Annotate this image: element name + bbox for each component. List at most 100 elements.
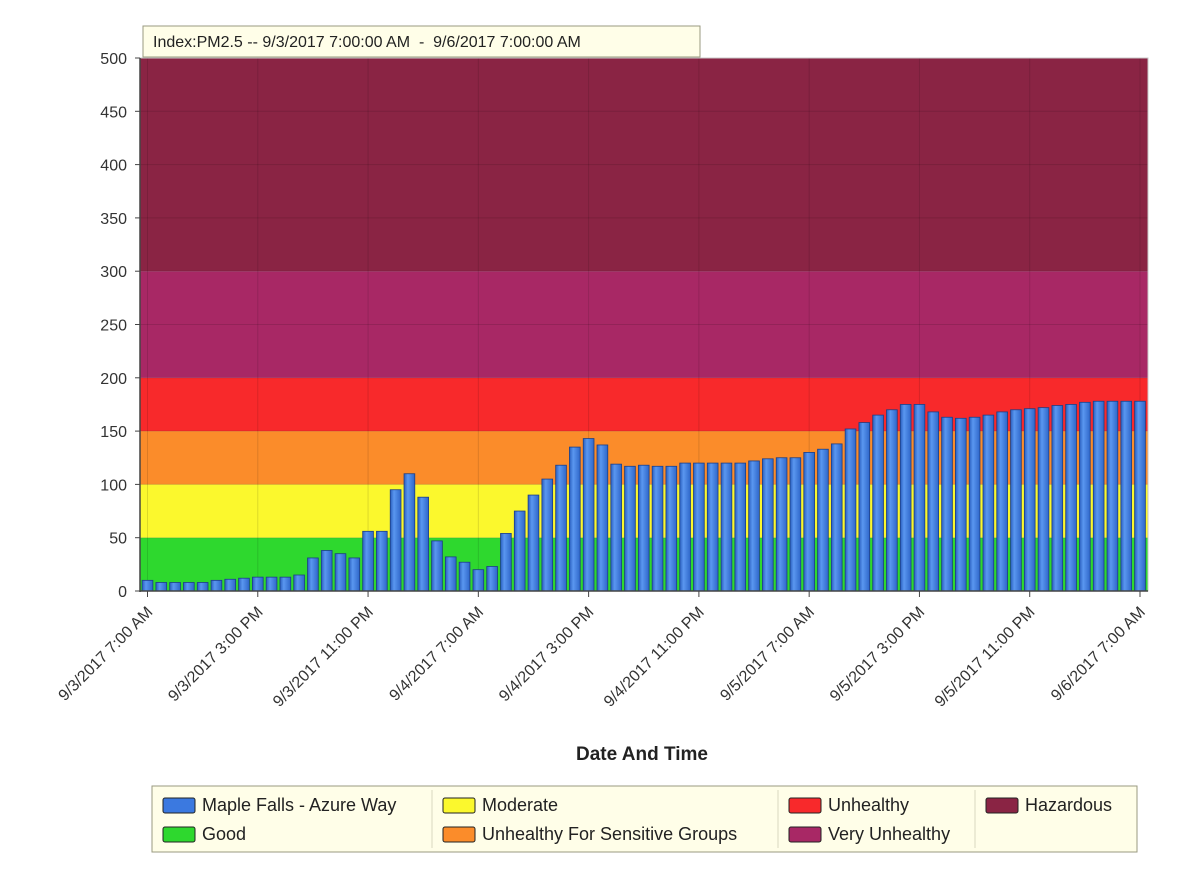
- y-tick-label: 100: [100, 477, 127, 494]
- bar: [279, 576, 292, 592]
- bar: [431, 540, 443, 592]
- bar: [844, 428, 857, 592]
- bar: [500, 533, 512, 592]
- legend-label: Maple Falls - Azure Way: [202, 795, 396, 815]
- x-tick-label: 9/5/2017 7:00 AM: [717, 604, 818, 705]
- bar: [555, 464, 567, 592]
- y-tick-label: 350: [100, 211, 127, 228]
- bar: [334, 553, 347, 592]
- bar: [693, 462, 705, 592]
- bar: [1023, 408, 1036, 592]
- y-tick-label: 450: [100, 104, 127, 121]
- bar: [348, 557, 361, 592]
- bar: [968, 416, 981, 592]
- y-tick-label: 0: [118, 584, 127, 601]
- legend-label: Very Unhealthy: [828, 824, 950, 844]
- bar: [376, 530, 388, 592]
- bar: [858, 422, 871, 592]
- y-tick-label: 400: [100, 158, 127, 175]
- bar: [458, 561, 471, 592]
- legend-label: Good: [202, 824, 246, 844]
- bar: [307, 557, 319, 592]
- x-tick-label: 9/5/2017 3:00 PM: [827, 604, 928, 705]
- bar: [541, 478, 554, 592]
- bar: [872, 414, 884, 592]
- y-tick-label: 150: [100, 424, 127, 441]
- bar: [472, 569, 485, 592]
- bar: [1010, 409, 1022, 592]
- bar: [982, 414, 995, 592]
- bar: [389, 489, 402, 592]
- legend-swatch: [162, 826, 196, 843]
- bar: [748, 460, 760, 592]
- bar: [941, 416, 953, 592]
- legend-swatch: [442, 797, 476, 814]
- x-tick-label: 9/3/2017 7:00 AM: [56, 604, 157, 705]
- bar: [706, 462, 719, 592]
- bar: [637, 464, 650, 592]
- legend-swatch: [442, 826, 476, 843]
- bar: [775, 457, 788, 592]
- bar: [362, 530, 374, 592]
- x-tick-label: 9/4/2017 3:00 PM: [496, 604, 597, 705]
- y-tick-label: 200: [100, 371, 127, 388]
- bar: [665, 465, 678, 592]
- bar: [1092, 400, 1105, 592]
- bar: [651, 465, 664, 592]
- chart-title: Index:PM2.5 -- 9/3/2017 7:00:00 AM - 9/6…: [153, 34, 581, 51]
- bars: [141, 400, 1146, 592]
- y-tick-label: 500: [100, 51, 127, 68]
- band-very-unhealthy: [140, 271, 1148, 378]
- x-tick-label: 9/4/2017 7:00 AM: [386, 604, 487, 705]
- x-tick-label: 9/4/2017 11:00 PM: [601, 604, 708, 711]
- bar: [596, 444, 609, 592]
- bar: [224, 578, 236, 592]
- bar: [403, 473, 416, 592]
- bar: [899, 404, 912, 592]
- bar: [1120, 400, 1132, 592]
- bar: [817, 448, 829, 592]
- bar: [789, 457, 802, 592]
- bar: [252, 576, 264, 592]
- bar: [210, 579, 223, 592]
- y-tick-label: 250: [100, 318, 127, 335]
- x-tick-label: 9/6/2017 7:00 AM: [1048, 604, 1149, 705]
- legend-label: Unhealthy For Sensitive Groups: [482, 824, 737, 844]
- bar: [417, 496, 429, 592]
- bar: [1134, 400, 1146, 592]
- x-tick-label: 9/5/2017 11:00 PM: [932, 604, 1039, 711]
- bar: [1106, 400, 1119, 592]
- bar: [1051, 405, 1064, 592]
- x-tick-label: 9/3/2017 11:00 PM: [270, 604, 377, 711]
- bar: [1037, 407, 1050, 592]
- x-axis-title: Date And Time: [576, 744, 708, 765]
- bar: [444, 556, 457, 592]
- legend-label: Moderate: [482, 795, 558, 815]
- bar: [679, 462, 691, 592]
- bar: [320, 550, 333, 592]
- bar: [486, 566, 498, 592]
- legend-label: Hazardous: [1025, 795, 1112, 815]
- bar: [513, 510, 526, 592]
- bar: [762, 458, 774, 592]
- chart-title-box: Index:PM2.5 -- 9/3/2017 7:00:00 AM - 9/6…: [142, 25, 701, 58]
- bar: [569, 446, 581, 592]
- bar: [913, 404, 926, 592]
- bar: [610, 463, 622, 592]
- y-tick-label: 50: [109, 531, 127, 548]
- bar: [996, 411, 1008, 592]
- bar: [238, 577, 250, 592]
- x-tick-label: 9/3/2017 3:00 PM: [165, 604, 266, 705]
- y-tick-label: 300: [100, 264, 127, 281]
- bar: [955, 417, 967, 592]
- bar: [155, 582, 168, 592]
- legend-swatch: [985, 797, 1019, 814]
- bar: [169, 582, 181, 592]
- bar: [183, 582, 195, 592]
- bar: [720, 462, 733, 592]
- band-hazardous: [140, 58, 1148, 272]
- legend-label: Unhealthy: [828, 795, 909, 815]
- bar: [196, 582, 209, 592]
- legend: Maple Falls - Azure Way Good Moderate Unhea…: [151, 785, 1138, 853]
